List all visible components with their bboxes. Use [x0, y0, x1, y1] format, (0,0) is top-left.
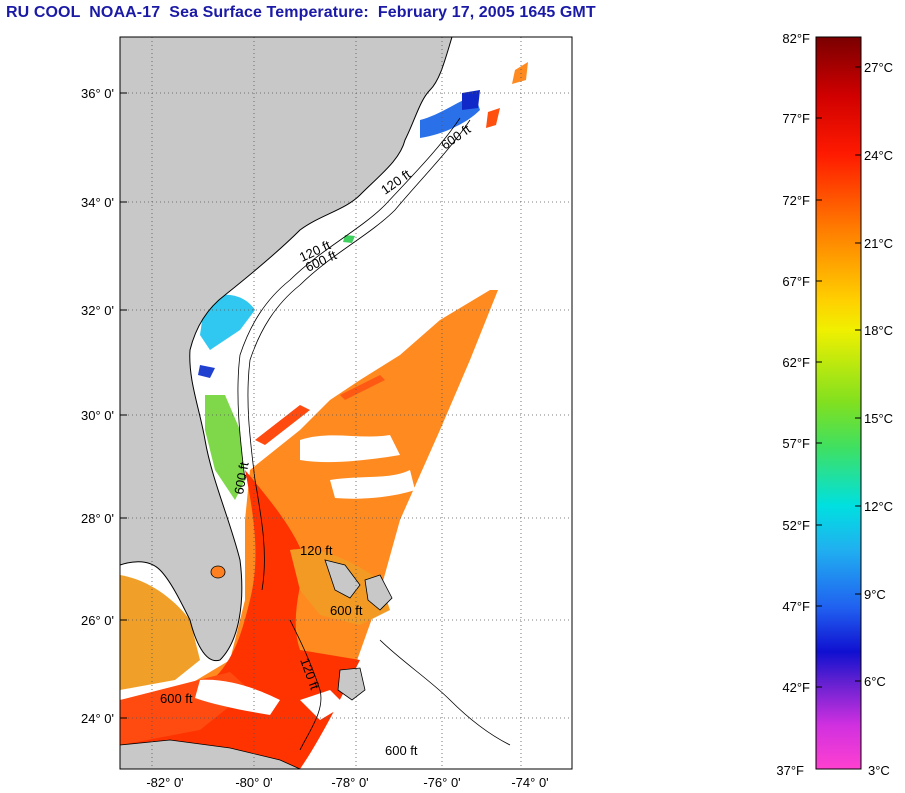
lake-okeechobee [210, 565, 226, 579]
isobath-label: 600 ft [385, 743, 418, 758]
isobath-label: 600 ft [330, 603, 363, 618]
colorbar-c-label: 21°C [864, 236, 893, 251]
lat-label: 24° 0' [81, 711, 114, 726]
isobath-label: 600 ft [231, 461, 251, 496]
map-title: RU COOL NOAA-17 Sea Surface Temperature:… [6, 4, 596, 21]
lat-ticks [120, 92, 127, 719]
shelf-cool-2 [205, 395, 245, 500]
lon-label: -78° 0' [331, 775, 368, 790]
land-cuba [120, 739, 301, 769]
map-border [119, 36, 573, 770]
isobath-label: 600 ft [160, 691, 193, 706]
warm-streak-2 [340, 375, 385, 400]
colorbar-c-label: 24°C [864, 148, 893, 163]
colorbar-f-label: 47°F [782, 599, 810, 614]
colorbar-f-label: 62°F [782, 355, 810, 370]
lat-label: 28° 0' [81, 511, 114, 526]
land-abaco [364, 574, 393, 611]
colorbar-c-label: 15°C [864, 411, 893, 426]
shelf-spot [343, 235, 355, 243]
lon-label: -76° 0' [423, 775, 460, 790]
colorbar-c-label: 3°C [868, 763, 890, 778]
colorbar-f-label: 82°F [782, 31, 810, 46]
ne-warm [486, 108, 500, 128]
shelf-cool-1 [200, 294, 255, 350]
cloud-2 [330, 470, 415, 499]
colorbar-f-label: 52°F [782, 518, 810, 533]
land-andros [337, 667, 366, 701]
colorbar-f-label: 77°F [782, 111, 810, 126]
cloud-1 [300, 435, 400, 463]
cloud-4 [300, 690, 345, 720]
isobath-east [379, 639, 511, 746]
isobath-bahamas [289, 619, 322, 751]
lon-label: -82° 0' [146, 775, 183, 790]
colorbar-c-label: 27°C [864, 60, 893, 75]
colorbar-c-label: 12°C [864, 499, 893, 514]
colorbar-f-label: 67°F [782, 274, 810, 289]
colorbar-f-label: 37°F [776, 763, 804, 778]
colorbar [815, 36, 862, 770]
pamlico-deep [462, 90, 480, 110]
lat-label: 36° 0' [81, 86, 114, 101]
lat-label: 32° 0' [81, 303, 114, 318]
colorbar-c-label: 6°C [864, 674, 886, 689]
land-grand-bahama [324, 559, 361, 599]
sst-swath [120, 290, 498, 760]
lon-label: -80° 0' [235, 775, 272, 790]
cold-spot [198, 365, 215, 378]
land-mainland [120, 37, 453, 662]
ne-warm-2 [512, 62, 528, 84]
colorbar-ticks-c [855, 66, 861, 682]
colorbar-f-label: 72°F [782, 193, 810, 208]
lat-label: 34° 0' [81, 195, 114, 210]
lat-label: 30° 0' [81, 408, 114, 423]
lat-label: 26° 0' [81, 613, 114, 628]
isobath-600 [247, 119, 471, 591]
isobath-label: 120 ft [300, 543, 333, 558]
cloud-3 [195, 679, 280, 715]
colorbar-f-label: 42°F [782, 680, 810, 695]
colorbar-c-label: 9°C [864, 587, 886, 602]
colorbar-f-label: 57°F [782, 436, 810, 451]
colorbar-c-label: 18°C [864, 323, 893, 338]
lon-label: -74° 0' [511, 775, 548, 790]
graticule [120, 37, 572, 769]
gulf-stream [120, 470, 360, 769]
isobath-120 [237, 117, 461, 481]
colorbar-ticks-f [816, 117, 822, 688]
gulf-patch [120, 575, 200, 690]
